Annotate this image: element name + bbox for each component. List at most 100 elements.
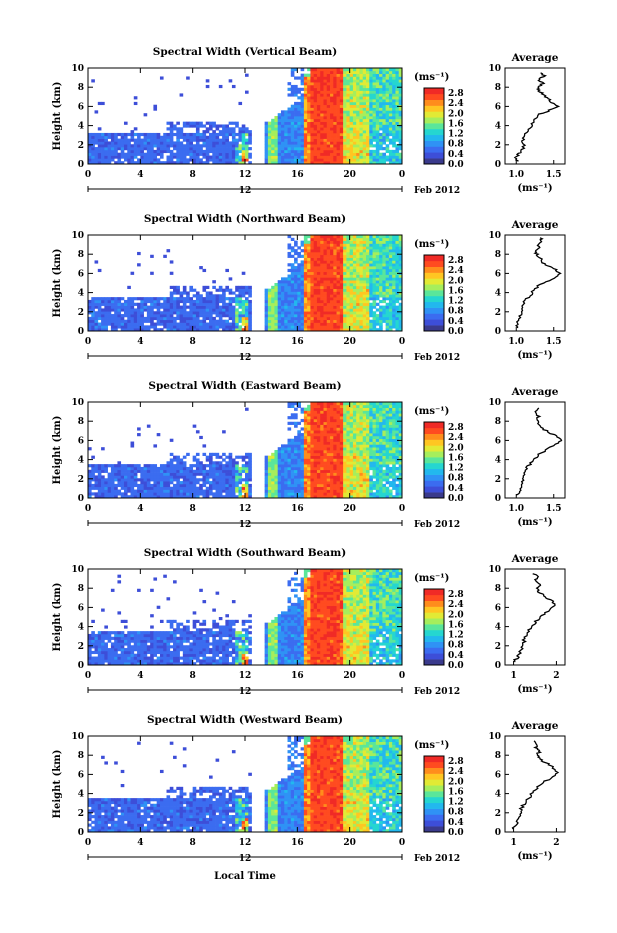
heatmap-cell bbox=[337, 263, 341, 266]
heatmap-cell bbox=[317, 475, 321, 478]
heatmap-cell bbox=[386, 88, 390, 91]
heatmap-cell bbox=[314, 153, 318, 156]
heatmap-cell bbox=[294, 93, 298, 96]
heatmap-cell bbox=[382, 311, 386, 314]
heatmap-cell bbox=[369, 266, 373, 269]
heatmap-cell bbox=[369, 144, 373, 147]
heatmap-cell bbox=[340, 119, 344, 122]
heatmap-cell bbox=[330, 133, 334, 136]
heatmap-cell bbox=[242, 490, 246, 493]
heatmap-cell bbox=[330, 85, 334, 88]
heatmap-cell bbox=[297, 102, 301, 105]
heatmap-cell bbox=[373, 260, 377, 263]
heatmap-cell bbox=[216, 473, 220, 476]
heatmap-cell bbox=[242, 147, 246, 150]
heatmap-cell bbox=[392, 71, 396, 74]
heatmap-cell bbox=[392, 283, 396, 286]
heatmap-cell bbox=[140, 303, 144, 306]
heatmap-cell bbox=[268, 464, 272, 467]
heatmap-cell bbox=[173, 323, 177, 326]
heatmap-cell bbox=[346, 76, 350, 79]
heatmap-cell bbox=[206, 136, 210, 139]
heatmap-cell bbox=[248, 323, 252, 326]
heatmap-cell bbox=[317, 136, 321, 139]
heatmap-cell bbox=[117, 473, 121, 476]
heatmap-cell bbox=[346, 314, 350, 317]
heatmap-cell bbox=[346, 241, 350, 244]
heatmap-cell bbox=[353, 124, 357, 127]
heatmap-cell bbox=[324, 141, 328, 144]
heatmap-cell bbox=[189, 475, 193, 478]
heatmap-cell bbox=[144, 475, 148, 478]
heatmap-cell bbox=[199, 470, 203, 473]
heatmap-cell bbox=[173, 492, 177, 495]
heatmap-cell bbox=[320, 442, 324, 445]
heatmap-cell bbox=[363, 323, 367, 326]
heatmap-cell bbox=[363, 102, 367, 105]
heatmap-cell bbox=[124, 481, 128, 484]
heatmap-cell bbox=[196, 133, 200, 136]
heatmap-cell bbox=[297, 110, 301, 113]
heatmap-cell bbox=[248, 153, 252, 156]
heatmap-cell bbox=[284, 317, 288, 320]
heatmap-cell bbox=[379, 255, 383, 258]
heatmap-cell bbox=[232, 467, 236, 470]
heatmap-cell bbox=[359, 317, 363, 320]
heatmap-cell bbox=[314, 419, 318, 422]
heatmap-cell bbox=[189, 311, 193, 314]
heatmap-cell bbox=[219, 133, 223, 136]
heatmap-cell bbox=[167, 478, 171, 481]
heatmap-cell bbox=[216, 456, 220, 459]
heatmap-cell bbox=[317, 286, 321, 289]
heatmap-cell bbox=[350, 272, 354, 275]
heatmap-cell bbox=[373, 127, 377, 130]
heatmap-cell bbox=[235, 294, 239, 297]
heatmap-cell bbox=[343, 96, 347, 99]
heatmap-cell bbox=[356, 243, 360, 246]
heatmap-cell bbox=[268, 458, 272, 461]
heatmap-cell bbox=[382, 124, 386, 127]
heatmap-cell bbox=[346, 289, 350, 292]
heatmap-cell bbox=[324, 110, 328, 113]
heatmap-cell bbox=[291, 122, 295, 125]
heatmap-cell bbox=[327, 258, 331, 261]
heatmap-cell bbox=[386, 289, 390, 292]
heatmap-cell bbox=[327, 79, 331, 82]
heatmap-cell bbox=[193, 311, 197, 314]
heatmap-cell bbox=[363, 308, 367, 311]
heatmap-cell bbox=[340, 306, 344, 309]
heatmap-cell bbox=[268, 133, 272, 136]
heatmap-cell bbox=[386, 311, 390, 314]
heatmap-cell bbox=[167, 249, 171, 252]
heatmap-cell bbox=[238, 325, 242, 328]
heatmap-cell bbox=[147, 478, 151, 481]
heatmap-cell bbox=[288, 243, 292, 246]
heatmap-cell bbox=[117, 303, 121, 306]
heatmap-cell bbox=[359, 113, 363, 116]
heatmap-cell bbox=[235, 124, 239, 127]
heatmap-cell bbox=[304, 450, 308, 453]
heatmap-cell bbox=[307, 297, 311, 300]
heatmap-cell bbox=[291, 481, 295, 484]
heatmap-cell bbox=[340, 323, 344, 326]
heatmap-cell bbox=[137, 297, 141, 300]
heatmap-cell bbox=[343, 85, 347, 88]
heatmap-cell bbox=[359, 79, 363, 82]
heatmap-cell bbox=[307, 447, 311, 450]
heatmap-cell bbox=[271, 490, 275, 493]
heatmap-cell bbox=[108, 303, 112, 306]
heatmap-cell bbox=[170, 141, 174, 144]
heatmap-cell bbox=[225, 475, 229, 478]
heatmap-cell bbox=[216, 156, 220, 159]
heatmap-cell bbox=[114, 314, 118, 317]
heatmap-cell bbox=[317, 249, 321, 252]
heatmap-cell bbox=[150, 255, 154, 258]
heatmap-cell bbox=[271, 458, 275, 461]
heatmap-cell bbox=[310, 260, 314, 263]
heatmap-cell bbox=[127, 473, 131, 476]
heatmap-cell bbox=[343, 150, 347, 153]
heatmap-cell bbox=[346, 136, 350, 139]
heatmap-cell bbox=[301, 306, 305, 309]
heatmap-cell bbox=[104, 308, 108, 311]
heatmap-cell bbox=[219, 139, 223, 142]
